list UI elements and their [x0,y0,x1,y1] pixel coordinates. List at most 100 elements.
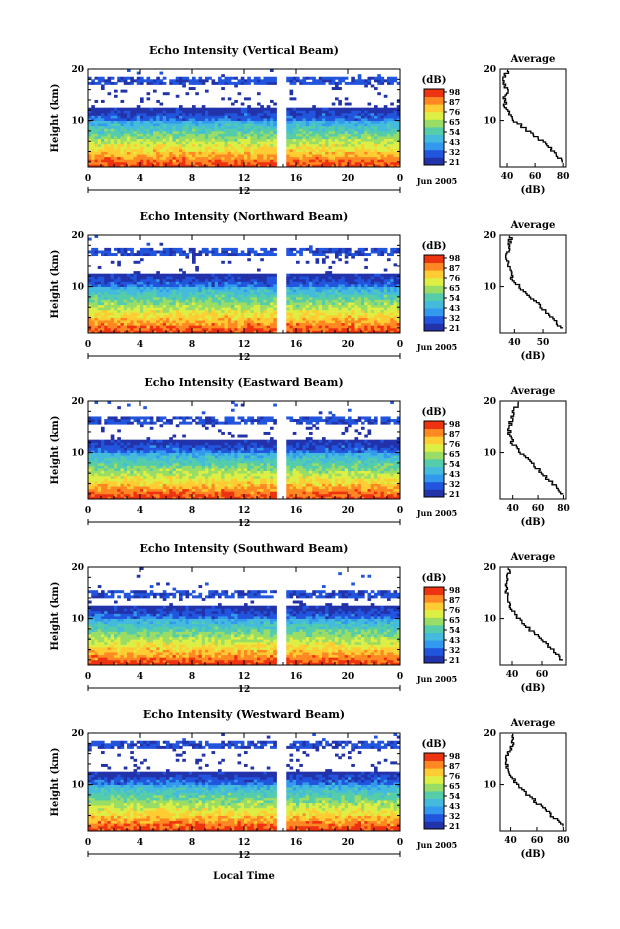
intensity-cell [172,302,177,306]
x-tick-label: 20 [342,340,355,350]
intensity-cell [270,250,274,254]
intensity-cell [396,107,401,111]
colorbar-segment [424,134,444,143]
intensity-cell [182,136,186,140]
intensity-cell [159,107,164,111]
intensity-cell [374,123,378,127]
intensity-cell [387,123,391,127]
intensity-cell [357,143,362,147]
x-tick-label: 0 [397,174,403,184]
intensity-cell [117,76,121,80]
intensity-cell [364,317,368,321]
intensity-cell [140,151,144,155]
intensity-cell [273,294,277,298]
intensity-cell [231,299,235,303]
intensity-cell [257,141,261,145]
intensity-cell [88,299,92,303]
intensity-cell [263,278,268,282]
date-label: Jun 2005 [416,176,457,186]
intensity-cell [387,286,391,290]
intensity-cell [182,130,186,134]
intensity-cell [175,291,180,295]
intensity-cell [156,161,160,165]
intensity-cell [383,151,388,155]
intensity-cell [289,115,294,119]
intensity-cell [198,130,203,134]
intensity-cell [110,115,115,119]
intensity-cell [270,151,274,155]
intensity-cell [198,123,203,127]
intensity-cell [140,128,144,132]
intensity-cell [289,136,294,140]
intensity-cell [374,107,378,111]
intensity-cell [292,330,297,334]
intensity-cell [227,123,232,127]
intensity-cell [335,151,339,155]
intensity-cell [169,317,173,321]
intensity-cell [296,136,300,140]
intensity-cell [221,322,225,326]
intensity-cell [315,260,320,264]
intensity-cell [240,325,245,329]
intensity-cell [201,250,206,254]
intensity-cell [266,327,271,331]
intensity-cell [205,136,209,140]
intensity-cell [211,81,216,85]
intensity-cell [305,276,310,280]
intensity-cell [114,123,118,127]
intensity-cell [338,148,342,152]
intensity-cell [253,136,258,140]
intensity-cell [104,289,108,293]
intensity-cell [169,330,173,334]
intensity-cell [257,281,261,285]
intensity-cell [104,133,108,137]
intensity-cell [123,250,128,254]
intensity-cell [175,302,180,306]
intensity-cell [188,286,193,290]
intensity-cell [104,304,108,308]
intensity-cell [234,273,238,277]
intensity-cell [244,148,248,152]
intensity-cell [344,138,349,142]
intensity-cell [153,128,157,132]
intensity-cell [114,322,118,326]
intensity-cell [159,330,164,334]
intensity-cell [205,133,209,137]
intensity-cell [110,322,115,326]
intensity-cell [195,159,199,163]
intensity-cell [146,123,151,127]
intensity-cell [188,161,193,165]
intensity-cell [182,289,186,293]
intensity-cell [97,141,102,145]
intensity-cell [351,312,355,316]
intensity-cell [172,141,177,145]
intensity-cell [374,159,378,163]
intensity-cell [130,276,134,280]
intensity-cell [120,164,125,168]
intensity-cell [328,296,333,300]
intensity-cell [237,141,242,145]
intensity-cell [338,156,342,160]
intensity-cell [201,138,206,142]
intensity-cell [107,325,112,329]
intensity-cell [377,161,381,165]
intensity-cell [97,107,102,111]
intensity-cell [175,289,180,293]
intensity-cell [166,148,170,152]
intensity-cell [286,107,290,111]
intensity-cell [192,325,196,329]
intensity-cell [237,118,242,121]
intensity-cell [205,330,209,334]
intensity-cell [218,304,222,308]
intensity-cell [153,161,157,165]
intensity-cell [221,327,225,331]
intensity-cell [94,322,99,326]
intensity-cell [325,307,329,311]
intensity-cell [270,314,274,318]
intensity-cell [328,141,333,145]
intensity-cell [302,312,307,316]
intensity-cell [325,161,329,165]
intensity-cell [169,133,173,137]
intensity-cell [338,102,342,106]
intensity-cell [110,281,115,285]
